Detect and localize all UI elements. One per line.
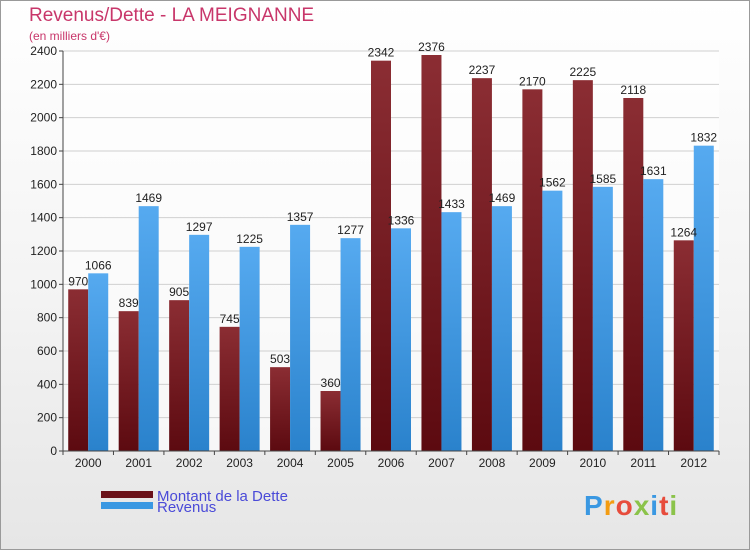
logo-letter: r	[603, 490, 616, 521]
x-tick-label: 2007	[428, 456, 455, 470]
logo-letter: i	[669, 490, 679, 521]
bar-debt	[219, 326, 240, 451]
value-label: 503	[270, 352, 290, 366]
chart-subtitle: (en milliers d'€)	[29, 29, 110, 43]
y-tick-label: 400	[37, 377, 57, 391]
x-tick-label: 2009	[529, 456, 556, 470]
x-tick-label: 2003	[226, 456, 253, 470]
logo-letter: o	[615, 490, 634, 521]
bar-revenue	[189, 234, 210, 451]
legend-swatch-revenue	[101, 502, 153, 509]
value-label: 1066	[85, 258, 112, 272]
bars	[68, 55, 714, 452]
legend-label: Revenus	[157, 499, 216, 516]
value-label: 2225	[569, 65, 596, 79]
value-label: 1469	[135, 191, 162, 205]
bar-debt	[572, 80, 593, 452]
value-label: 1585	[589, 172, 616, 186]
legend-swatch-debt	[101, 491, 153, 498]
y-tick-label: 1800	[30, 144, 57, 158]
y-tick-label: 2400	[30, 44, 57, 58]
bar-revenue	[643, 179, 664, 451]
value-label: 1336	[388, 213, 415, 227]
bar-revenue	[441, 212, 462, 451]
bar-revenue	[290, 224, 311, 451]
axes: 0 200 400 600 800 1000 1200 1400 1600 1800 2000 220…	[30, 44, 720, 470]
bar-debt	[421, 55, 442, 451]
value-label: 905	[169, 285, 189, 299]
y-tick-label: 2000	[30, 111, 57, 125]
x-tick-label: 2005	[327, 456, 354, 470]
value-label: 2342	[368, 46, 395, 60]
y-tick-label: 1600	[30, 177, 57, 191]
value-label: 1433	[438, 197, 465, 211]
x-tick-label: 2000	[75, 456, 102, 470]
bar-debt	[169, 300, 190, 451]
y-tick-label: 800	[37, 311, 57, 325]
x-tick-label: 2004	[277, 456, 304, 470]
value-label: 2118	[620, 83, 646, 97]
y-tick-label: 1200	[30, 244, 57, 258]
y-tick-label: 0	[50, 444, 57, 458]
value-label: 1264	[670, 225, 697, 239]
y-tick-label: 2200	[30, 77, 57, 91]
bar-debt	[673, 240, 694, 451]
bar-debt	[118, 311, 139, 451]
proxiti-logo: Proxiti	[584, 490, 678, 522]
value-label: 2237	[469, 63, 496, 77]
value-label: 1631	[640, 164, 667, 178]
logo-letter: x	[633, 490, 651, 521]
chart-title: Revenus/Dette - LA MEIGNANNE	[29, 5, 315, 26]
bar-debt	[270, 367, 291, 451]
x-tick-label: 2008	[479, 456, 506, 470]
logo-letter: t	[659, 490, 670, 521]
bar-revenue	[542, 190, 563, 451]
bar-debt	[623, 98, 644, 451]
value-label: 1297	[186, 220, 213, 234]
value-label: 1832	[690, 131, 717, 145]
bar-debt	[320, 391, 341, 451]
bar-debt	[522, 89, 543, 451]
x-tick-label: 2001	[125, 456, 152, 470]
y-tick-label: 200	[37, 411, 57, 425]
y-tick-label: 600	[37, 344, 57, 358]
x-tick-label: 2010	[579, 456, 606, 470]
value-labels: 970 1066 839 1469 905 1297 745 1225 503 1357 360 12…	[68, 40, 717, 390]
bar-debt	[68, 289, 89, 451]
bar-debt	[471, 78, 492, 452]
bar-revenue	[88, 273, 109, 451]
value-label: 1357	[287, 210, 314, 224]
value-label: 1277	[337, 223, 364, 237]
y-tick-label: 1400	[30, 211, 57, 225]
bar-debt	[371, 60, 391, 452]
bar-revenue	[592, 186, 613, 452]
y-tick-label: 1000	[30, 277, 57, 291]
x-tick-label: 2012	[680, 456, 707, 470]
bar-revenue	[138, 206, 159, 451]
value-label: 970	[68, 274, 88, 288]
logo-letter: i	[650, 490, 660, 521]
logo-letter: P	[584, 490, 604, 521]
bar-revenue	[491, 206, 512, 451]
value-label: 2376	[418, 40, 445, 54]
value-label: 2170	[519, 74, 546, 88]
bar-revenue	[693, 145, 714, 451]
x-tick-label: 2011	[630, 456, 656, 470]
legend-label: Montant de la Dette	[157, 488, 288, 505]
x-tick-label: 2006	[378, 456, 405, 470]
value-label: 360	[321, 376, 341, 390]
value-label: 1225	[236, 232, 263, 246]
value-label: 839	[119, 296, 139, 310]
x-tick-label: 2002	[176, 456, 203, 470]
value-label: 1469	[489, 191, 516, 205]
bar-revenue	[239, 246, 260, 451]
value-label: 1562	[539, 176, 566, 190]
bar-revenue	[340, 238, 361, 451]
bar-revenue	[391, 228, 411, 451]
value-label: 745	[220, 312, 240, 326]
